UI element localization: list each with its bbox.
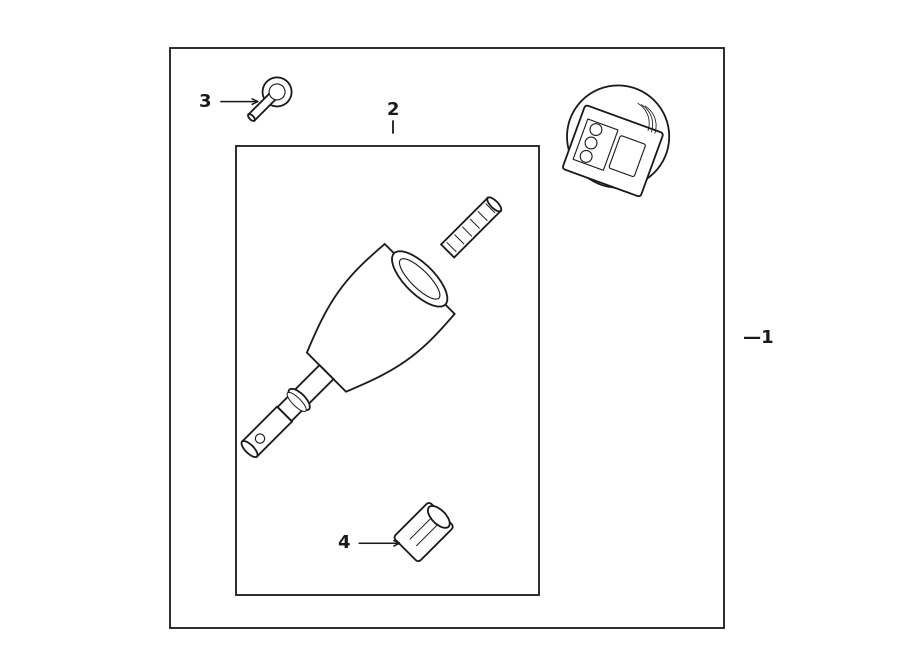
FancyArrowPatch shape (417, 525, 437, 545)
Ellipse shape (428, 506, 450, 528)
Ellipse shape (400, 259, 440, 299)
Ellipse shape (287, 393, 306, 412)
Bar (236, 146, 539, 594)
Text: 2: 2 (386, 101, 399, 118)
Circle shape (585, 137, 597, 149)
Ellipse shape (241, 441, 257, 457)
FancyArrowPatch shape (463, 227, 472, 236)
Bar (573, 119, 618, 170)
FancyArrowPatch shape (410, 518, 431, 539)
Circle shape (580, 150, 592, 162)
FancyArrowPatch shape (478, 211, 487, 220)
Bar (170, 48, 724, 628)
FancyArrowPatch shape (447, 242, 456, 252)
Bar (248, 89, 280, 120)
FancyArrowPatch shape (454, 235, 464, 244)
Bar (441, 198, 500, 258)
FancyArrowPatch shape (486, 204, 495, 213)
Polygon shape (307, 244, 454, 392)
Circle shape (269, 84, 285, 100)
Ellipse shape (392, 251, 447, 307)
Circle shape (263, 77, 292, 107)
FancyBboxPatch shape (394, 503, 453, 561)
Text: 3: 3 (199, 93, 212, 111)
Circle shape (590, 124, 602, 136)
Ellipse shape (567, 85, 670, 187)
FancyArrowPatch shape (471, 219, 480, 228)
Circle shape (256, 434, 265, 443)
FancyBboxPatch shape (563, 106, 662, 196)
FancyBboxPatch shape (609, 136, 645, 177)
Ellipse shape (248, 114, 255, 121)
Ellipse shape (487, 197, 501, 211)
Text: 4: 4 (338, 534, 350, 552)
Bar (242, 406, 292, 457)
Text: —1: —1 (742, 328, 773, 347)
Ellipse shape (289, 389, 310, 410)
Bar (277, 365, 333, 421)
